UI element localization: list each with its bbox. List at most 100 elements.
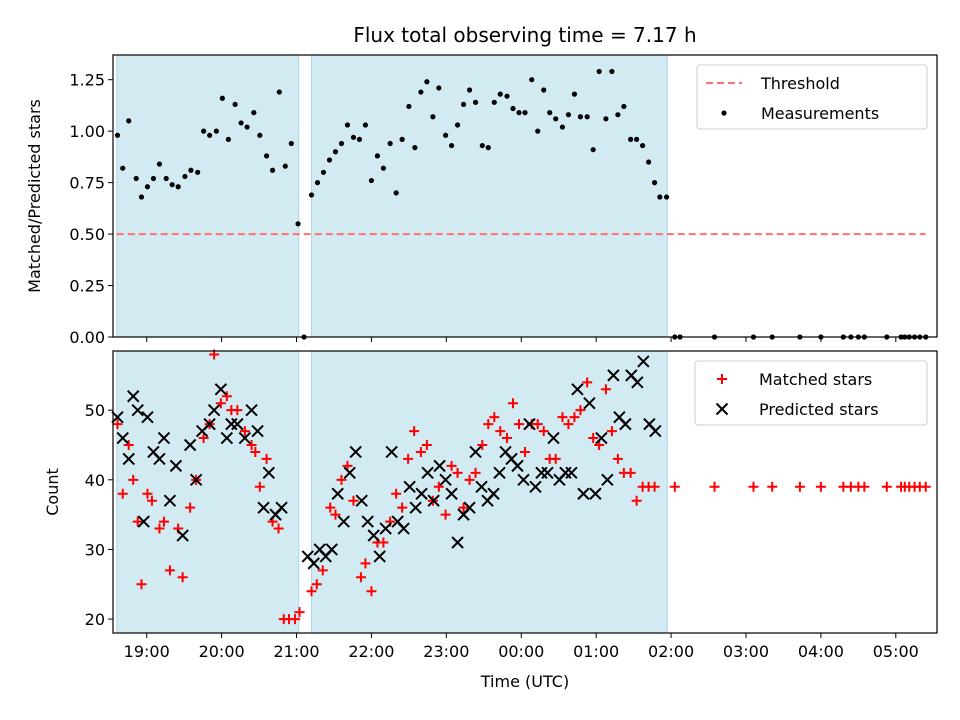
- x-tick-label: 21:00: [273, 642, 319, 661]
- legend-label: Measurements: [761, 104, 879, 123]
- star-count-panel: 20 30 40 50 19:00 20:00 21:00 22:00 23:00 00:00 01…: [43, 349, 938, 691]
- y-tick-label: 40: [85, 471, 105, 490]
- measurement-point: [232, 101, 238, 108]
- matched-star-point: [117, 488, 128, 499]
- measurement-point: [282, 163, 288, 169]
- predicted-star-point: [203, 417, 216, 431]
- matched-star-point: [391, 488, 402, 499]
- y-tick-label: 0.75: [69, 174, 105, 193]
- predicted-star-point: [523, 417, 536, 431]
- predicted-star-point: [367, 529, 380, 542]
- matched-star-point: [185, 502, 196, 513]
- matched-star-point: [306, 586, 317, 597]
- matched-star-point: [477, 440, 488, 450]
- measurement-point: [590, 147, 596, 153]
- measurement-point: [144, 184, 151, 190]
- measurement-point: [577, 114, 584, 120]
- predicted-star-point: [349, 445, 362, 459]
- matched-star-point: [440, 509, 451, 520]
- measurement-point: [314, 180, 321, 186]
- measurement-point: [380, 165, 387, 171]
- measurement-point: [559, 124, 566, 130]
- predicted-star-point: [137, 515, 150, 528]
- predicted-star-point: [169, 459, 183, 473]
- matched-star-point: [142, 488, 153, 499]
- matched-star-point: [631, 495, 642, 506]
- matched-star-point: [514, 419, 525, 430]
- measurement-point: [491, 99, 497, 105]
- predicted-star-point: [415, 487, 428, 500]
- predicted-star-point: [245, 403, 258, 417]
- matched-star-point: [290, 614, 301, 625]
- measurement-point: [163, 175, 169, 182]
- measurement-point: [466, 87, 473, 93]
- measurement-point: [651, 180, 658, 186]
- flux-ratio-panel: 0.00 0.25 0.50 0.75 1.00 1.25 Matched/Predicte…: [25, 54, 938, 347]
- predicted-star-point: [439, 473, 452, 487]
- matched-star-point: [123, 440, 134, 450]
- x-tick-label: 00:00: [498, 642, 544, 661]
- matched-star-point: [215, 398, 226, 409]
- legend-label: Matched stars: [759, 370, 872, 389]
- matched-star-point: [397, 502, 408, 513]
- series-matched-stars: [112, 349, 931, 625]
- predicted-star-point: [463, 501, 476, 514]
- predicted-star-point: [275, 501, 288, 514]
- legend: Threshold Measurements: [696, 64, 928, 130]
- observing-span-0: [116, 54, 300, 338]
- measurement-point: [276, 89, 282, 95]
- matched-star-point: [859, 481, 870, 492]
- matched-star-point: [550, 453, 561, 464]
- measurement-point: [663, 194, 670, 200]
- predicted-star-point: [343, 466, 356, 480]
- matched-star-point: [112, 419, 123, 430]
- series-predicted-stars: [111, 355, 662, 570]
- measurement-point: [504, 93, 510, 99]
- predicted-star-point: [214, 383, 228, 396]
- y-axis-label: Matched/Predicted stars: [25, 99, 44, 293]
- measurement-point: [188, 167, 194, 173]
- measurement-point: [332, 149, 339, 155]
- predicted-star-point: [409, 501, 422, 514]
- y-axis-label: Count: [43, 468, 62, 516]
- predicted-star-point: [127, 390, 140, 403]
- measurement-point: [596, 68, 602, 75]
- measurement-point: [374, 153, 381, 159]
- measurement-point: [133, 175, 139, 182]
- predicted-star-point: [355, 494, 368, 507]
- matched-star-point: [881, 481, 892, 492]
- measurement-point: [207, 132, 213, 138]
- measurement-point: [356, 136, 363, 142]
- legend-box: [694, 360, 928, 426]
- predicted-star-point: [189, 473, 203, 487]
- matched-star-point: [360, 558, 371, 569]
- measurement-point: [553, 116, 559, 122]
- matched-star-point: [575, 405, 586, 416]
- matched-star-point: [146, 495, 157, 506]
- measurement-point: [510, 105, 516, 112]
- y-tick-label: 50: [85, 401, 105, 420]
- matched-star-point: [246, 440, 257, 450]
- figure-title: Flux total observing time = 7.17 h: [353, 23, 696, 47]
- measurement-point: [251, 110, 257, 116]
- matched-star-point: [709, 481, 720, 492]
- measurement-point: [257, 132, 263, 138]
- predicted-star-point: [565, 466, 578, 480]
- predicted-star-point: [116, 431, 129, 445]
- matched-star-point: [128, 474, 139, 485]
- measurement-point: [448, 142, 455, 149]
- measurement-point: [547, 110, 553, 116]
- measurement-point: [219, 95, 225, 101]
- matched-star-point: [421, 440, 432, 450]
- observing-span-0: [116, 350, 300, 634]
- matched-star-point: [495, 426, 506, 437]
- x-axis-label: Time (UTC): [480, 672, 569, 691]
- matched-star-point: [557, 412, 568, 423]
- matched-star-point: [177, 572, 188, 583]
- predicted-star-point: [361, 515, 374, 528]
- matched-star-point: [158, 516, 169, 527]
- matched-star-point: [409, 426, 420, 437]
- measurement-point: [387, 140, 393, 147]
- matched-star-point: [198, 433, 209, 444]
